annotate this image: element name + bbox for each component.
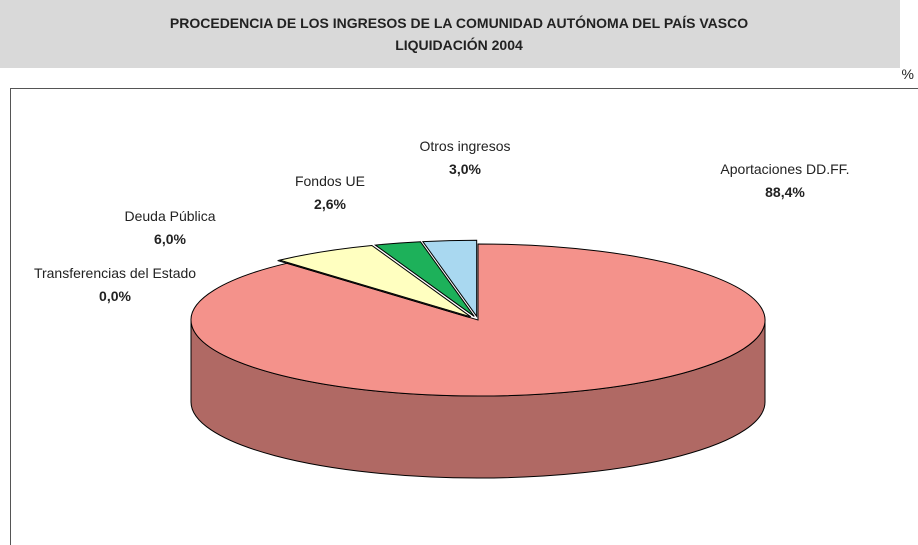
unit-label: % — [901, 66, 914, 82]
value-label: 2,6% — [314, 196, 346, 212]
slice — [373, 241, 475, 317]
slice-label: Deuda Pública 6,0% — [95, 205, 245, 251]
chart-title: PROCEDENCIA DE LOS INGRESOS DE LA COMUNI… — [169, 15, 749, 31]
category-label: Deuda Pública — [124, 208, 216, 224]
title-band — [0, 0, 900, 68]
category-label: Otros ingresos — [419, 138, 511, 154]
category-label: Aportaciones DD.FF. — [720, 161, 850, 177]
value-label: 88,4% — [765, 184, 805, 200]
slice — [277, 244, 472, 318]
category-label: Transferencias del Estado — [33, 265, 197, 281]
plot-frame — [10, 88, 918, 545]
slice-label: Aportaciones DD.FF. 88,4% — [700, 158, 870, 204]
value-label: 3,0% — [449, 161, 481, 177]
value-label: 6,0% — [154, 231, 186, 247]
slice — [421, 239, 478, 318]
slice-label: Otros ingresos 3,0% — [380, 135, 550, 181]
slice — [190, 243, 766, 397]
value-label: 0,0% — [99, 288, 131, 304]
slice-label: Transferencias del Estado 0,0% — [30, 262, 200, 308]
slice-label: Fondos UE 2,6% — [270, 170, 390, 216]
chart-subtitle: LIQUIDACIÓN 2004 — [395, 37, 523, 53]
category-label: Fondos UE — [294, 173, 366, 189]
